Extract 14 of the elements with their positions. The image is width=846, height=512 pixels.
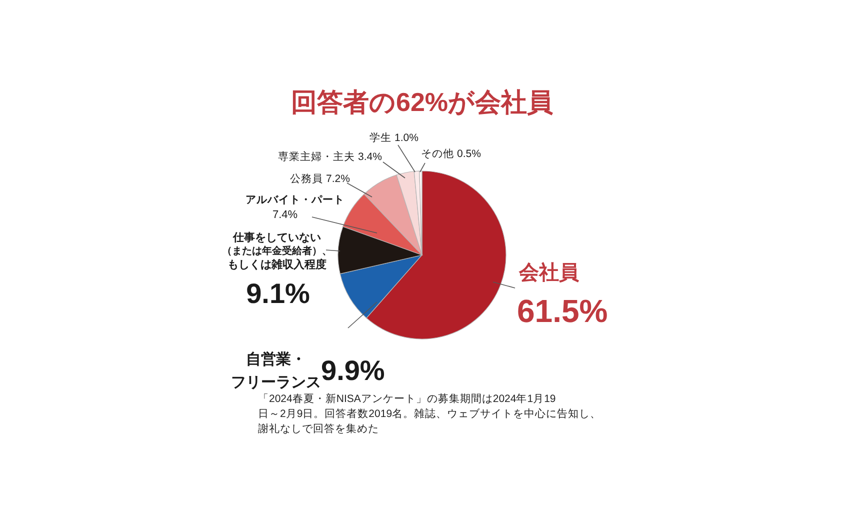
text: 「2024春夏・新NISAアンケート」の募集期間は2024年1月19日～2月9日。回答者数2019名。雑誌、ウェブサイトを中心に告知し、謝礼なしで回答を集めた — [258, 392, 602, 435]
data-label: 9.1% — [246, 278, 310, 309]
slice-label: 会社員 — [518, 261, 580, 284]
slice-label: その他 0.5% — [421, 148, 481, 160]
chart-title: 回答者の62%が会社員 — [290, 87, 554, 117]
slice-label: アルバイト・パート — [246, 194, 344, 206]
data-label: 9.9% — [321, 355, 385, 386]
slice-label: 公務員 7.2% — [290, 173, 350, 185]
data-label: 7.4% — [272, 209, 298, 221]
slice-label: 学生 1.0% — [370, 131, 418, 144]
slice-label: 専業主婦・主夫 3.4% — [278, 150, 382, 163]
data-label: 61.5% — [517, 293, 608, 329]
slice-label: 仕事をしていない（または年金受給者）、もしくは雑収入程度 — [222, 231, 332, 271]
slice-label: 自営業・フリーランス — [231, 351, 321, 391]
